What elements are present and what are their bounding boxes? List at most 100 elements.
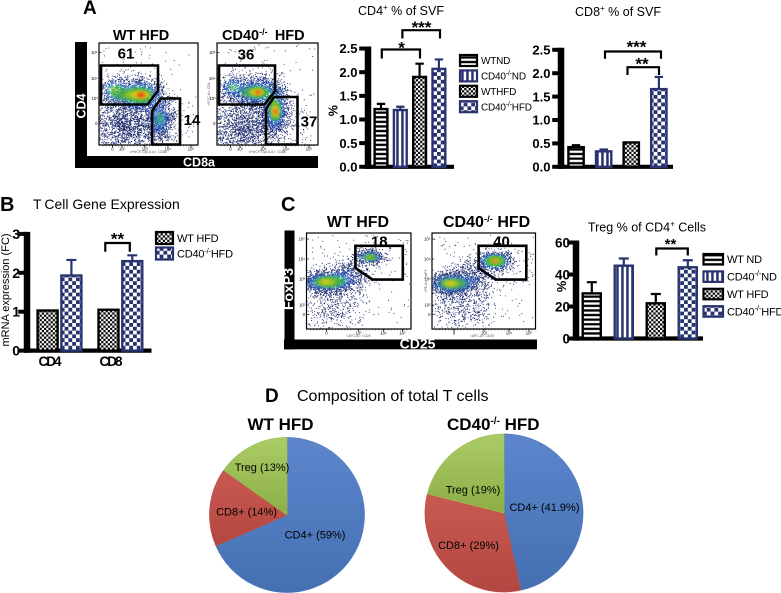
svg-text:10⁴: 10⁴ <box>283 147 290 152</box>
svg-text:WT ND: WT ND <box>727 254 762 266</box>
svg-text:0: 0 <box>213 121 216 126</box>
svg-text:0: 0 <box>453 331 456 336</box>
svg-text:WTHFD: WTHFD <box>481 87 516 98</box>
svg-text:WT HFD: WT HFD <box>727 289 769 301</box>
svg-text:CD4+ % of SVF: CD4+ % of SVF <box>358 3 444 18</box>
svg-text:**: ** <box>111 229 125 248</box>
svg-text:T Cell Gene Expression: T Cell Gene Expression <box>33 196 180 212</box>
svg-text:10⁵: 10⁵ <box>526 331 533 336</box>
svg-text:10⁴: 10⁴ <box>424 257 431 262</box>
svg-text:10²: 10² <box>119 147 126 152</box>
svg-text:WT HFD: WT HFD <box>247 415 313 434</box>
svg-text:10³: 10³ <box>142 147 149 152</box>
svg-text:1: 1 <box>12 304 20 320</box>
svg-text:1.0: 1.0 <box>339 112 357 127</box>
svg-text:10⁴: 10⁴ <box>165 147 172 152</box>
svg-text:2.0: 2.0 <box>532 66 550 81</box>
svg-text:40: 40 <box>555 267 570 282</box>
svg-text:0: 0 <box>303 312 306 317</box>
svg-text:10⁵: 10⁵ <box>299 237 306 242</box>
svg-text:10³: 10³ <box>260 147 267 152</box>
svg-text:2.5: 2.5 <box>339 41 357 56</box>
svg-text:CD40-/-HFD: CD40-/-HFD <box>177 246 233 260</box>
svg-text:60: 60 <box>555 235 570 250</box>
svg-text:<APC-A>: CD25: <APC-A>: CD25 <box>346 334 370 338</box>
svg-text:20: 20 <box>555 299 570 314</box>
svg-text:CD4+ (41.9%): CD4+ (41.9%) <box>509 502 579 514</box>
svg-text:Treg (19%): Treg (19%) <box>446 485 501 497</box>
svg-text:CD4: CD4 <box>75 93 89 118</box>
svg-text:10³: 10³ <box>424 277 431 282</box>
svg-text:2: 2 <box>12 265 20 281</box>
svg-text:CD8+ (14%): CD8+ (14%) <box>216 507 277 519</box>
svg-text:0.0: 0.0 <box>532 159 550 174</box>
svg-text:CD40-/-HFD: CD40-/-HFD <box>727 304 781 319</box>
svg-text:WT HFD: WT HFD <box>177 233 219 245</box>
svg-text:10⁴: 10⁴ <box>299 257 306 262</box>
svg-text:CD40-/- HFD: CD40-/- HFD <box>447 415 540 434</box>
svg-text:*: * <box>398 38 405 57</box>
svg-text:0: 0 <box>229 147 232 152</box>
svg-text:Treg (13%): Treg (13%) <box>235 462 290 474</box>
svg-text:10⁵: 10⁵ <box>424 237 431 242</box>
svg-text:1.5: 1.5 <box>532 89 550 104</box>
svg-text:%: % <box>554 280 569 292</box>
svg-text:FoxP3: FoxP3 <box>280 268 296 310</box>
svg-text:CD40-/- HFD: CD40-/- HFD <box>222 27 305 44</box>
svg-text:CD8: CD8 <box>100 354 123 369</box>
svg-text:<PerCP-Cy5-5-A>: CD8a: <PerCP-Cy5-5-A>: CD8a <box>248 150 285 154</box>
svg-text:CD8a: CD8a <box>183 155 216 169</box>
svg-text:<FITC-A>: CD4: <FITC-A>: CD4 <box>207 82 211 105</box>
svg-text:10³: 10³ <box>481 331 488 336</box>
svg-text:10⁵: 10⁵ <box>306 147 313 152</box>
svg-text:10⁴: 10⁴ <box>91 76 98 81</box>
svg-text:10⁴: 10⁴ <box>506 331 513 336</box>
svg-text:**: ** <box>665 236 677 253</box>
svg-text:B: B <box>0 194 14 216</box>
svg-text:40: 40 <box>493 234 510 251</box>
svg-text:0.5: 0.5 <box>339 136 357 151</box>
svg-text:CD40-/-ND: CD40-/-ND <box>481 71 526 83</box>
svg-text:10²: 10² <box>424 303 431 308</box>
svg-text:Treg % of CD4+ Cells: Treg % of CD4+ Cells <box>588 220 706 235</box>
svg-text:CD40-/- HFD: CD40-/- HFD <box>443 214 530 231</box>
svg-text:0: 0 <box>111 147 114 152</box>
svg-text:CD40-/-ND: CD40-/-ND <box>727 269 777 284</box>
svg-text:WT HFD: WT HFD <box>113 28 169 44</box>
svg-text:CD4+ (59%): CD4+ (59%) <box>285 530 346 542</box>
svg-text:Composition of total T cells: Composition of total T cells <box>297 388 489 405</box>
svg-text:mRNA expression (FC): mRNA expression (FC) <box>0 233 12 346</box>
svg-text:<APC-A>: CD25: <APC-A>: CD25 <box>470 334 494 338</box>
svg-text:C: C <box>281 194 295 216</box>
svg-text:18: 18 <box>371 234 388 251</box>
svg-text:2.5: 2.5 <box>532 42 550 57</box>
svg-text:10³: 10³ <box>91 96 98 101</box>
svg-text:D: D <box>265 386 279 407</box>
svg-text:CD8+ % of SVF: CD8+ % of SVF <box>575 4 661 19</box>
svg-text:10³: 10³ <box>209 96 216 101</box>
svg-text:0: 0 <box>95 121 98 126</box>
svg-text:**: ** <box>635 54 649 73</box>
svg-text:***: *** <box>627 37 647 56</box>
svg-text:%: % <box>327 105 341 116</box>
svg-text:61: 61 <box>118 46 135 63</box>
svg-text:10⁵: 10⁵ <box>188 147 195 152</box>
svg-text:10⁴: 10⁴ <box>380 331 387 336</box>
svg-text:10⁵: 10⁵ <box>209 50 216 55</box>
svg-text:0.0: 0.0 <box>339 159 357 174</box>
svg-text:CD8+ (29%): CD8+ (29%) <box>438 540 499 552</box>
svg-text:3: 3 <box>12 226 20 242</box>
svg-text:10²: 10² <box>299 303 306 308</box>
svg-text:10³: 10³ <box>355 331 362 336</box>
svg-text:36: 36 <box>238 47 255 64</box>
svg-text:CD40-/-HFD: CD40-/-HFD <box>481 101 532 113</box>
svg-text:<PE-A>: FoxP3: <PE-A>: FoxP3 <box>424 269 428 292</box>
svg-text:WTND: WTND <box>481 56 510 67</box>
svg-text:0: 0 <box>562 331 570 346</box>
svg-text:10⁵: 10⁵ <box>399 331 406 336</box>
svg-text:10²: 10² <box>237 147 244 152</box>
svg-text:***: *** <box>412 18 432 37</box>
svg-text:2.0: 2.0 <box>339 65 357 80</box>
svg-text:14: 14 <box>184 112 201 129</box>
svg-text:1.5: 1.5 <box>339 89 357 104</box>
